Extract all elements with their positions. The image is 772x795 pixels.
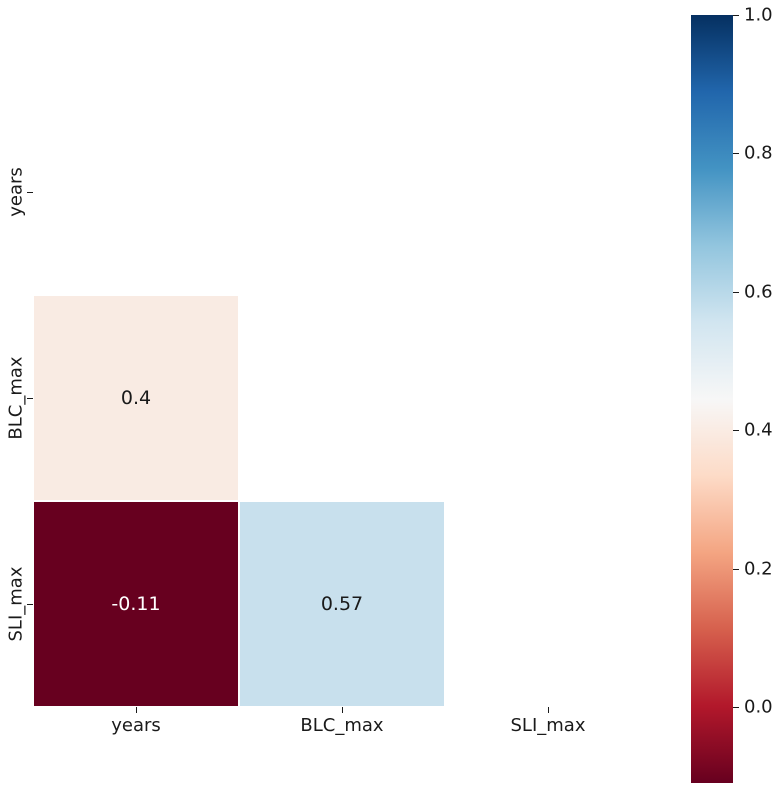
colorbar-tick-label: 0.2	[744, 558, 772, 579]
y-tick-mark	[27, 604, 33, 605]
x-tick-label: years	[111, 715, 161, 736]
colorbar-tick-label: 1.0	[744, 4, 772, 26]
colorbar-tick-label: 0.4	[744, 419, 772, 441]
heatmap-cell: 0.57	[239, 501, 445, 707]
x-tick-label: SLI_max	[510, 715, 586, 736]
cell-annotation: 0.4	[120, 386, 152, 409]
y-tick-mark	[27, 398, 33, 399]
colorbar-tick-mark	[733, 291, 739, 293]
y-tick-label: BLC_max	[5, 356, 27, 440]
x-tick-label: BLC_max	[300, 715, 384, 736]
colorbar-tick-mark	[733, 153, 739, 155]
cell-annotation: -0.11	[111, 592, 161, 615]
x-tick-mark	[136, 707, 137, 713]
colorbar-tick-mark	[733, 15, 739, 16]
heatmap-cell: -0.11	[33, 501, 239, 707]
colorbar-tick-label: 0.8	[744, 142, 772, 164]
y-tick-mark	[27, 192, 33, 193]
x-tick-mark	[548, 707, 549, 713]
y-tick-label: SLI_max	[5, 566, 27, 642]
colorbar-tick-mark	[733, 706, 739, 708]
colorbar-tick-label: 0.0	[744, 696, 772, 718]
colorbar-tick-mark	[733, 430, 739, 432]
cell-annotation: 0.57	[320, 592, 364, 615]
colorbar-tick-label: 0.6	[744, 281, 772, 303]
y-tick-label: years	[5, 167, 27, 217]
colorbar-gradient	[691, 15, 733, 783]
colorbar-tick-mark	[733, 568, 739, 570]
x-tick-mark	[342, 707, 343, 713]
heatmap-grid: 0.4 -0.11 0.57	[33, 89, 651, 707]
heatmap-cell: 0.4	[33, 295, 239, 501]
